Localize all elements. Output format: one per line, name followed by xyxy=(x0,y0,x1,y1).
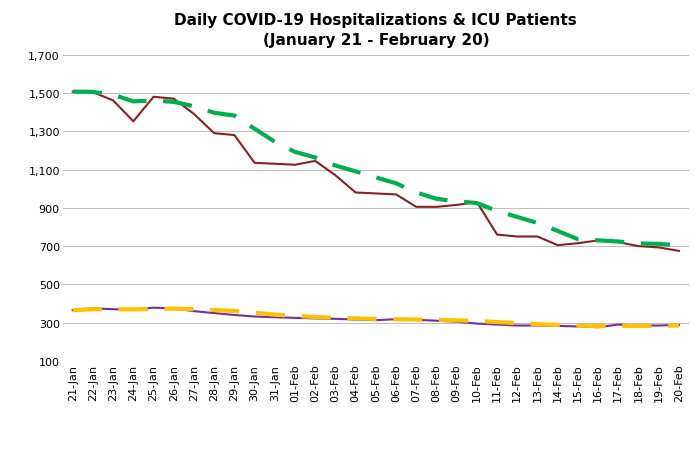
Title: Daily COVID-19 Hospitalizations & ICU Patients
(January 21 - February 20): Daily COVID-19 Hospitalizations & ICU Pa… xyxy=(175,13,577,48)
